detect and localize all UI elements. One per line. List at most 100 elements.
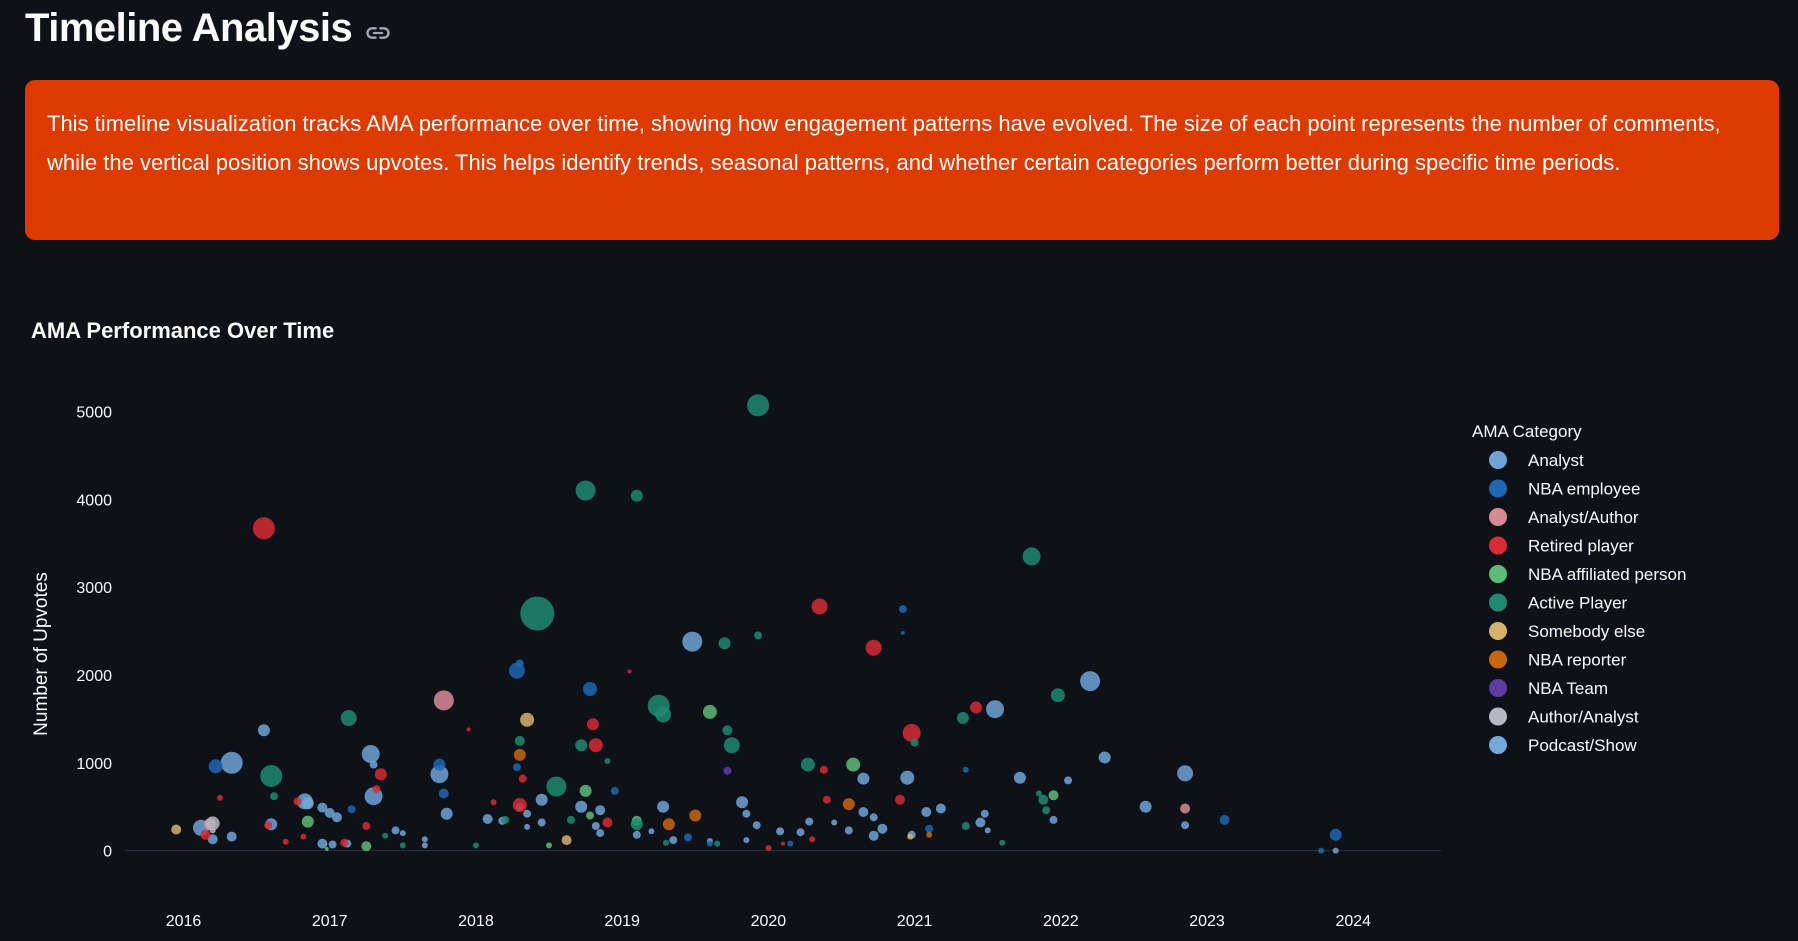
data-point-retired-player[interactable] [264, 821, 273, 830]
legend-label[interactable]: Podcast/Show [1528, 736, 1637, 755]
data-point-nba-affiliated-person[interactable] [361, 841, 372, 852]
data-point-analyst[interactable] [986, 700, 1004, 719]
data-point-active-player[interactable] [999, 839, 1006, 846]
data-point-retired-player[interactable] [293, 797, 302, 806]
data-point-analyst[interactable] [975, 817, 986, 828]
legend-marker[interactable] [1489, 536, 1507, 555]
legend-label[interactable]: NBA Team [1528, 679, 1608, 698]
data-point-active-player[interactable] [956, 712, 969, 724]
data-point-retired-player[interactable] [340, 838, 349, 847]
data-point-nba-employee[interactable] [347, 805, 356, 814]
data-point-analyst[interactable] [535, 793, 548, 806]
data-point-analyst[interactable] [523, 809, 532, 818]
data-point-analyst[interactable] [1139, 800, 1152, 813]
legend-marker[interactable] [1489, 593, 1507, 612]
data-point-analyst[interactable] [575, 800, 588, 813]
data-point-analyst[interactable] [869, 813, 878, 822]
data-point-nba-employee[interactable] [208, 759, 223, 774]
data-point-active-player[interactable] [747, 394, 770, 417]
legend-label[interactable]: NBA employee [1528, 480, 1640, 499]
data-point-active-player[interactable] [546, 776, 567, 797]
link-icon[interactable] [364, 19, 392, 47]
legend-label[interactable]: NBA affiliated person [1528, 565, 1686, 584]
data-point-active-player[interactable] [718, 637, 731, 650]
data-point-active-player[interactable] [1042, 806, 1051, 815]
data-point-nba-employee[interactable] [583, 682, 597, 696]
data-point-analyst[interactable] [844, 826, 853, 835]
data-point-analyst[interactable] [1332, 847, 1339, 854]
data-point-analyst[interactable] [900, 770, 915, 785]
data-point-analyst[interactable] [935, 803, 946, 814]
data-point-active-player[interactable] [514, 735, 525, 746]
data-point-active-player[interactable] [260, 765, 283, 787]
legend-marker[interactable] [1489, 508, 1507, 526]
data-point-nba-affiliated-person[interactable] [846, 757, 861, 772]
data-point-retired-player[interactable] [362, 822, 371, 830]
data-point-author-analyst[interactable] [205, 816, 220, 831]
data-point-active-player[interactable] [630, 489, 643, 502]
data-point-analyst-author[interactable] [433, 690, 454, 711]
data-point-retired-player[interactable] [586, 718, 599, 731]
data-point-nba-employee[interactable] [1329, 828, 1342, 841]
legend-label[interactable]: Somebody else [1528, 622, 1645, 641]
data-point-retired-player[interactable] [602, 817, 613, 828]
data-point-analyst[interactable] [440, 807, 453, 820]
data-point-analyst-author[interactable] [1180, 803, 1191, 814]
legend-label[interactable]: Analyst [1528, 451, 1584, 470]
data-point-analyst[interactable] [524, 823, 531, 830]
data-point-analyst[interactable] [669, 836, 678, 845]
data-point-nba-employee[interactable] [684, 833, 692, 842]
data-point-analyst[interactable] [1080, 671, 1101, 692]
data-point-analyst[interactable] [595, 805, 606, 816]
data-point-retired-player[interactable] [512, 798, 527, 812]
data-point-retired-player[interactable] [902, 723, 921, 742]
data-point-analyst[interactable] [596, 829, 605, 838]
data-point-analyst[interactable] [921, 807, 932, 817]
legend-marker[interactable] [1489, 650, 1507, 669]
data-point-analyst[interactable] [207, 834, 218, 845]
data-point-active-player[interactable] [604, 758, 611, 764]
data-point-nba-affiliated-person[interactable] [1048, 790, 1059, 801]
data-point-retired-player[interactable] [765, 845, 772, 851]
data-point-analyst[interactable] [332, 812, 342, 823]
legend-marker[interactable] [1489, 565, 1507, 583]
data-point-analyst[interactable] [421, 836, 428, 843]
data-point-analyst[interactable] [430, 765, 449, 784]
data-point-active-player[interactable] [663, 839, 669, 846]
data-point-active-player[interactable] [575, 739, 588, 752]
data-point-active-player[interactable] [1035, 790, 1042, 797]
data-point-nba-reporter[interactable] [842, 798, 855, 811]
data-point-retired-player[interactable] [282, 838, 289, 845]
data-point-analyst[interactable] [1064, 776, 1073, 785]
data-point-active-player[interactable] [340, 710, 357, 726]
legend[interactable]: AMA Category Analyst NBA employee Analyst/… [1472, 422, 1686, 755]
data-point-somebody-else[interactable] [907, 833, 914, 840]
data-point-analyst[interactable] [858, 807, 869, 817]
legend-label[interactable]: NBA reporter [1528, 651, 1627, 670]
data-point-retired-player[interactable] [970, 701, 982, 714]
data-point-active-player[interactable] [714, 840, 721, 847]
data-point-retired-player[interactable] [518, 774, 527, 783]
data-point-nba-employee[interactable] [706, 840, 713, 847]
data-point-analyst[interactable] [877, 823, 888, 834]
legend-marker[interactable] [1489, 622, 1507, 640]
data-point-retired-player[interactable] [372, 785, 381, 794]
data-point-analyst[interactable] [317, 802, 328, 813]
data-point-nba-employee[interactable] [787, 840, 794, 847]
data-point-podcast-show[interactable] [301, 797, 314, 810]
legend-marker[interactable] [1489, 736, 1507, 754]
data-point-active-player[interactable] [1050, 688, 1065, 703]
data-point-retired-player[interactable] [819, 765, 828, 774]
data-point-somebody-else[interactable] [561, 835, 572, 846]
data-point-active-player[interactable] [1038, 794, 1049, 805]
data-point-analyst[interactable] [742, 809, 751, 818]
data-point-analyst[interactable] [984, 827, 991, 834]
data-point-analyst[interactable] [317, 838, 328, 849]
data-point-active-player[interactable] [575, 480, 596, 501]
data-point-retired-player[interactable] [217, 794, 223, 801]
data-point-nba-affiliated-person[interactable] [579, 784, 592, 797]
data-point-nba-employee[interactable] [898, 605, 907, 614]
data-point-active-player[interactable] [754, 631, 763, 640]
data-point-nba-employee[interactable] [1318, 847, 1325, 854]
data-point-nba-reporter[interactable] [662, 818, 675, 831]
